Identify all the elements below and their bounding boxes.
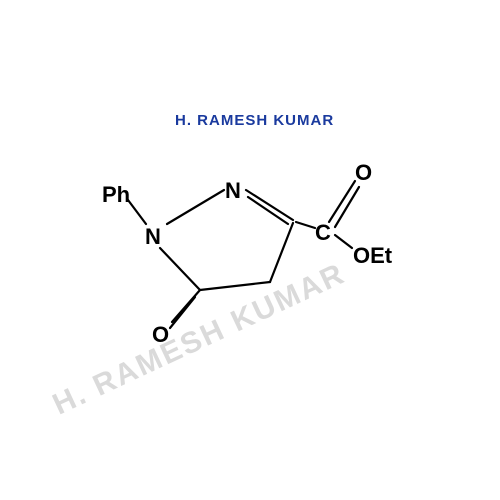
label-ph: Ph: [102, 182, 130, 208]
brand-text-top: H. RAMESH KUMAR: [175, 112, 334, 129]
label-c-ester: C: [315, 220, 331, 246]
label-n1: N: [145, 224, 161, 250]
label-o-ester: O: [355, 160, 372, 186]
label-oet: OEt: [353, 243, 392, 269]
label-n2: N: [225, 178, 241, 204]
chemical-structure-diagram: [0, 0, 500, 500]
